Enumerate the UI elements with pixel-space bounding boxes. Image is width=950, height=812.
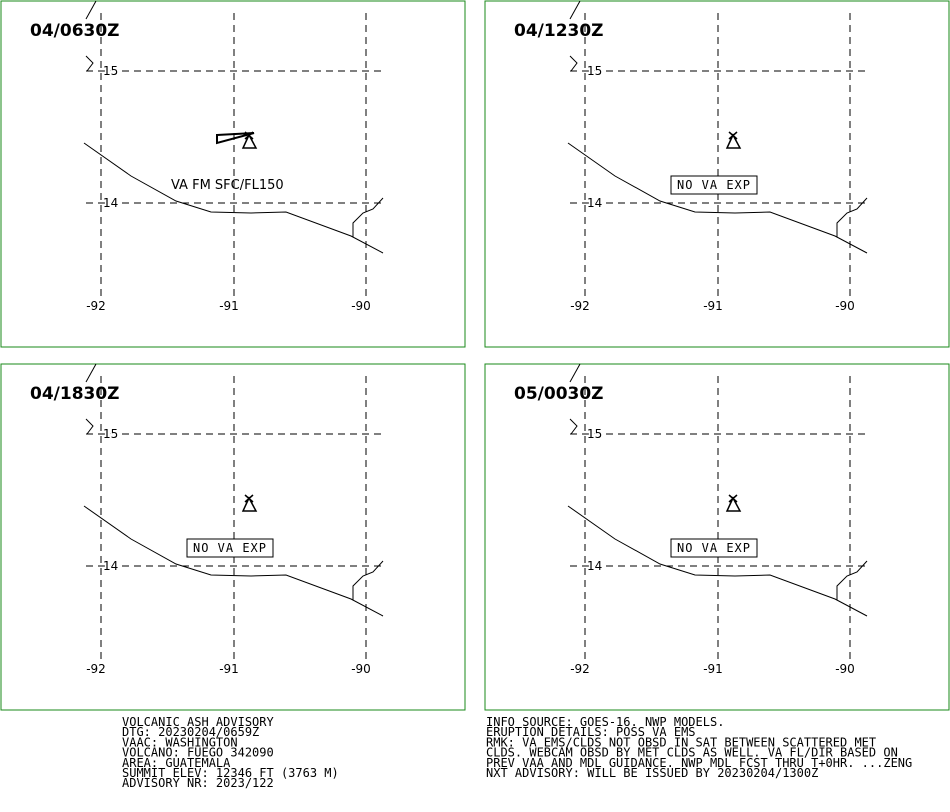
lon-label: -91 <box>703 299 723 313</box>
lon-label: -92 <box>86 662 106 676</box>
coast-fragment <box>569 55 578 72</box>
lon-label: -92 <box>570 299 590 313</box>
advisory-line: ERUPTION DETAILS: POSS VA EMS <box>486 725 696 739</box>
label-box <box>186 538 274 558</box>
map-panel: 15 14 -92 -91 -90 04/1230Z NO VA EXP <box>484 0 950 348</box>
valid-time: 04/1230Z <box>514 21 604 41</box>
border-line <box>836 197 868 237</box>
panel-border <box>0 363 466 711</box>
panel-border <box>484 0 950 348</box>
lat-label: 15 <box>103 64 118 78</box>
no-ash-label: NO VA EXP <box>677 178 751 192</box>
lon-label: -91 <box>219 299 239 313</box>
advisory-line: CLDS. WEBCAM OBSD BY MET CLDS AS WELL. V… <box>486 746 898 760</box>
advisory-line: VOLCANO: FUEGO 342090 <box>122 746 274 760</box>
coast-fragment <box>569 363 581 383</box>
valid-time: 04/1830Z <box>30 384 120 404</box>
coast-fragment <box>569 0 581 20</box>
lon-label: -90 <box>351 662 371 676</box>
map-panel: 15 14 -92 -91 -90 04/1830Z NO VA EXP <box>0 363 466 711</box>
advisory-line: NXT ADVISORY: WILL BE ISSUED BY 20230204… <box>486 766 818 780</box>
volcano-symbol <box>725 131 742 149</box>
ash-area <box>216 132 255 145</box>
valid-time: 05/0030Z <box>514 384 604 404</box>
advisory-line: INFO SOURCE: GOES-16. NWP MODELS. <box>486 715 724 729</box>
label-box <box>670 175 758 195</box>
lat-label: 15 <box>587 427 602 441</box>
lat-label: 14 <box>103 196 118 210</box>
lat-label: 14 <box>587 559 602 573</box>
coast-fragment <box>85 418 94 435</box>
advisory-line: SUMMIT ELEV: 12346 FT (3763 M) <box>122 766 339 780</box>
lon-label: -91 <box>219 662 239 676</box>
lat-label: 15 <box>103 427 118 441</box>
map-panel: 15 14 -92 -91 -90 05/0030Z NO VA EXP <box>484 363 950 711</box>
volcano-symbol <box>241 494 258 512</box>
coast-fragment <box>85 0 97 20</box>
no-ash-label: NO VA EXP <box>193 541 267 555</box>
lon-label: -90 <box>835 299 855 313</box>
no-ash-label: NO VA EXP <box>677 541 751 555</box>
advisory-line: VOLCANIC ASH ADVISORY <box>122 715 274 729</box>
coastline <box>567 142 868 254</box>
lon-label: -90 <box>351 299 371 313</box>
coast-fragment <box>85 363 97 383</box>
lon-label: -91 <box>703 662 723 676</box>
valid-time: 04/0630Z <box>30 21 120 41</box>
lon-label: -92 <box>570 662 590 676</box>
lat-label: 14 <box>587 196 602 210</box>
advisory-line: AREA: GUATEMALA <box>122 756 231 770</box>
border-line <box>352 197 384 237</box>
map-panel: 15 14 -92 -91 -90 04/0630Z VA FM SFC/FL150 <box>0 0 466 348</box>
lat-label: 15 <box>587 64 602 78</box>
coast-fragment <box>85 55 94 72</box>
volcano-symbol <box>241 131 258 149</box>
coast-fragment <box>569 418 578 435</box>
border-line <box>352 560 384 600</box>
panel-border <box>0 0 466 348</box>
coastline <box>567 505 868 617</box>
ash-label: VA FM SFC/FL150 <box>171 178 284 193</box>
advisory-line: VAAC: WASHINGTON <box>122 735 238 749</box>
volcano-symbol <box>725 494 742 512</box>
coastline <box>83 505 384 617</box>
panel-border <box>484 363 950 711</box>
label-box <box>670 538 758 558</box>
advisory-line: ADVISORY NR: 2023/122 <box>122 776 274 790</box>
lat-label: 14 <box>103 559 118 573</box>
advisory-line: PREV VAA AND MDL GUIDANCE. NWP MDL FCST … <box>486 756 912 770</box>
lon-label: -92 <box>86 299 106 313</box>
coastline <box>83 142 384 254</box>
advisory-line: RMK: VA EMS/CLDS NOT OBSD IN SAT BETWEEN… <box>486 735 876 749</box>
border-line <box>836 560 868 600</box>
advisory-line: DTG: 20230204/0659Z <box>122 725 259 739</box>
lon-label: -90 <box>835 662 855 676</box>
